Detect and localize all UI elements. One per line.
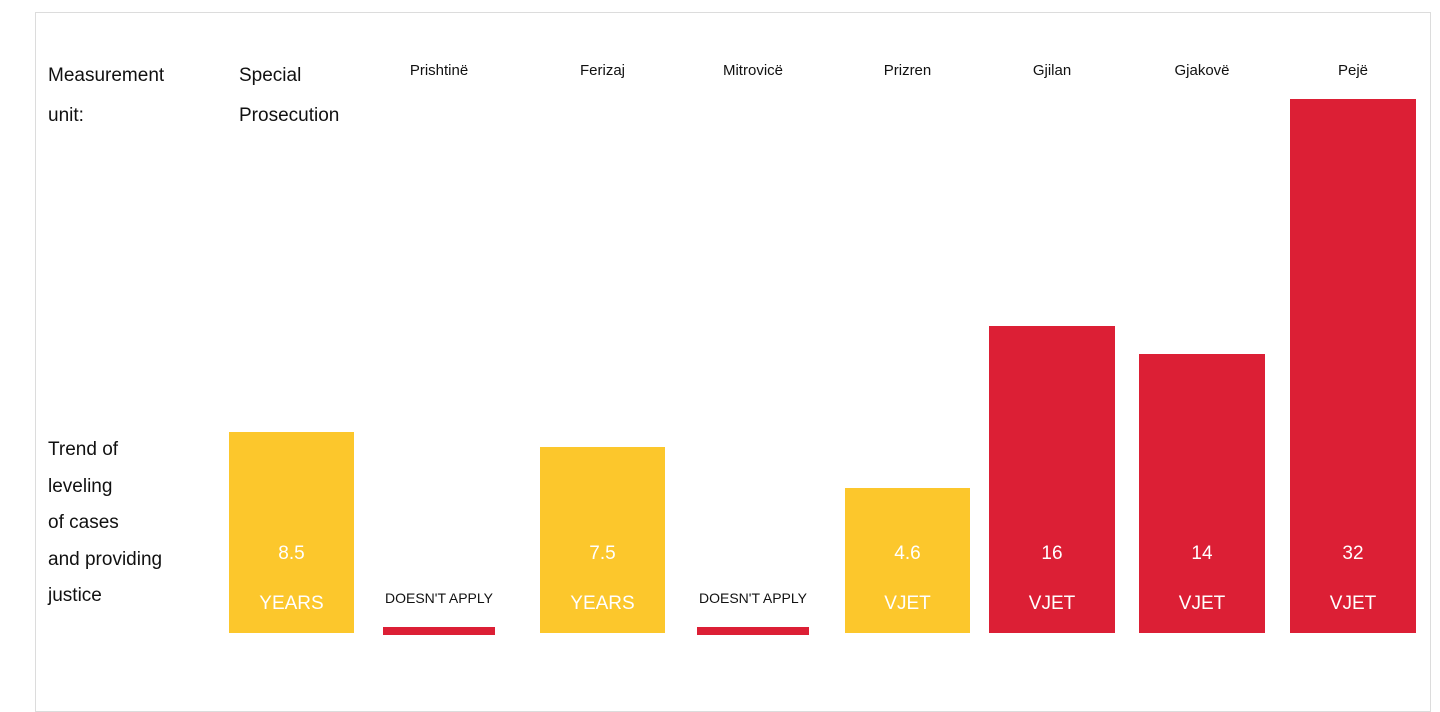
unit-label: VJET xyxy=(1028,593,1076,614)
value-label: 32 xyxy=(1342,543,1364,564)
row-label-line: justice xyxy=(48,585,102,606)
row-label-line: leveling xyxy=(48,475,113,497)
unit-label: VJET xyxy=(884,593,931,614)
unit-label: VJET xyxy=(1329,593,1377,614)
bar xyxy=(989,325,1115,633)
value-label: 14 xyxy=(1191,543,1213,564)
header-label: Measurement unit: xyxy=(48,65,165,126)
row-label: Trend of leveling of cases and providing jus… xyxy=(48,432,162,615)
bar xyxy=(845,487,970,633)
row-label-line: and providing xyxy=(48,548,163,570)
unit-label: YEARS xyxy=(570,593,635,614)
value-label: DOESN'T APPLY xyxy=(699,590,807,606)
category-label: Pejë xyxy=(1337,62,1369,79)
row-label-line: of cases xyxy=(48,512,119,533)
bar xyxy=(1139,354,1265,633)
category-label: Mitrovicë xyxy=(722,62,783,79)
value-label: DOESN'T APPLY xyxy=(385,590,493,606)
value-label: 7.5 xyxy=(589,543,616,564)
page: Measurement unit: Trend of leveling of cas… xyxy=(35,12,1431,712)
value-label: 8.5 xyxy=(278,543,305,564)
bar xyxy=(229,432,354,633)
category-label: Gjakovë xyxy=(1174,62,1230,79)
unit-label: VJET xyxy=(1178,593,1226,614)
row-label-line: Trend of xyxy=(48,439,119,460)
bar xyxy=(540,446,665,633)
category-label: Ferizaj xyxy=(579,62,625,79)
bar-empty xyxy=(697,627,809,635)
category-label: Prishtinë xyxy=(409,62,469,79)
unit-label: YEARS xyxy=(259,593,324,614)
category-label: Special Prosecution xyxy=(239,65,340,126)
bar xyxy=(1290,98,1416,633)
category-label: Gjilan xyxy=(1032,62,1072,79)
bar-empty xyxy=(383,627,495,635)
value-label: 4.6 xyxy=(894,543,921,564)
value-label: 16 xyxy=(1041,543,1063,564)
category-label: Prizren xyxy=(883,62,932,79)
